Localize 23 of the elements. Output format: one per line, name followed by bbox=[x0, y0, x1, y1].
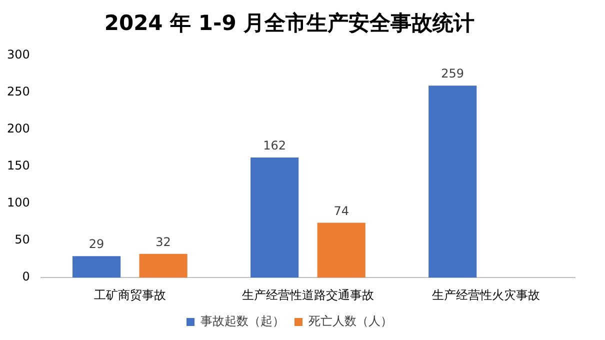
bar bbox=[317, 222, 366, 278]
bar bbox=[72, 256, 121, 278]
data-label: 32 bbox=[156, 235, 171, 249]
x-tick-label: 生产经营性道路交通事故 bbox=[242, 288, 374, 302]
bar bbox=[428, 86, 477, 278]
bar bbox=[139, 254, 188, 278]
y-tick-label: 250 bbox=[7, 84, 30, 98]
data-label: 74 bbox=[334, 204, 349, 218]
legend-label: 事故起数（起） bbox=[200, 314, 284, 328]
x-tick-label: 生产经营性火灾事故 bbox=[432, 288, 540, 302]
legend-label: 死亡人数（人） bbox=[308, 314, 392, 328]
y-tick-label: 0 bbox=[22, 270, 30, 284]
chart-title: 2024 年 1-9 月全市生产安全事故统计 bbox=[104, 11, 475, 36]
y-tick-label: 150 bbox=[7, 158, 30, 173]
data-label: 162 bbox=[263, 138, 286, 153]
y-tick-label: 50 bbox=[14, 232, 30, 247]
y-tick-label: 200 bbox=[7, 121, 30, 136]
y-tick-label: 100 bbox=[7, 196, 30, 210]
bar bbox=[250, 158, 299, 278]
data-label: 259 bbox=[441, 66, 464, 81]
y-tick-label: 300 bbox=[7, 47, 30, 62]
x-tick-label: 工矿商贸事故 bbox=[94, 288, 166, 302]
data-label: 29 bbox=[88, 237, 104, 252]
